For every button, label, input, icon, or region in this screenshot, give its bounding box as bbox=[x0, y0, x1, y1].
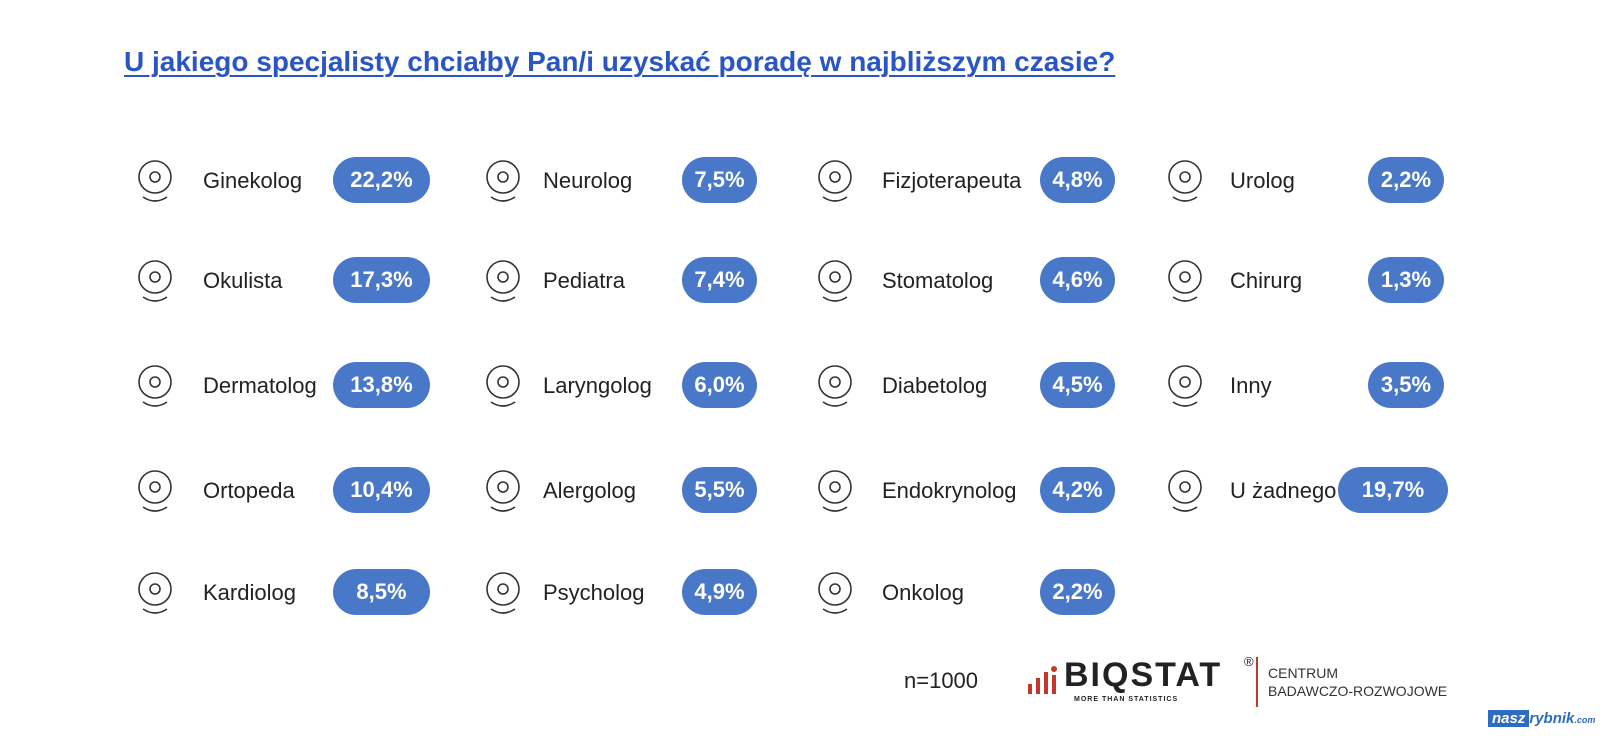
heart-pulse-icon bbox=[138, 572, 172, 614]
surgeon-icon bbox=[1168, 260, 1202, 302]
hand-skin-icon bbox=[138, 365, 172, 407]
centrum-label: CENTRUM BADAWCZO-ROZWOJOWE bbox=[1268, 664, 1447, 700]
category-label: Urolog bbox=[1230, 168, 1295, 193]
percentage-badge: 19,7% bbox=[1338, 467, 1448, 513]
category-label: Chirurg bbox=[1230, 268, 1303, 293]
category-label: Laryngolog bbox=[543, 373, 652, 398]
category-label: Ortopeda bbox=[203, 478, 295, 503]
watermark-part-1: nasz bbox=[1488, 710, 1530, 727]
category-label: U żadnego bbox=[1230, 478, 1337, 503]
medical-cross-hand-icon bbox=[1168, 365, 1202, 407]
category-label: Pediatra bbox=[543, 268, 625, 293]
percentage-badge: 4,2% bbox=[1040, 467, 1115, 513]
result-item: Laryngolog 6,0% bbox=[473, 362, 813, 410]
eye-test-glasses-icon bbox=[138, 260, 172, 302]
result-item: Urolog 2,2% bbox=[1155, 157, 1495, 205]
result-item: Neurolog 7,5% bbox=[473, 157, 813, 205]
category-label: Endokrynolog bbox=[882, 478, 1017, 503]
centrum-line-1: CENTRUM bbox=[1268, 665, 1338, 681]
kidney-bladder-icon bbox=[1168, 160, 1202, 202]
result-item: Kardiolog 8,5% bbox=[125, 569, 465, 617]
bars-logo-icon bbox=[1028, 666, 1057, 694]
percentage-badge: 7,4% bbox=[682, 257, 757, 303]
percentage-badge: 2,2% bbox=[1368, 157, 1444, 203]
category-label: Neurolog bbox=[543, 168, 633, 193]
result-item: Psycholog 4,9% bbox=[473, 569, 813, 617]
percentage-badge: 4,9% bbox=[682, 569, 757, 615]
result-item: Onkolog 2,2% bbox=[805, 569, 1145, 617]
result-item: Endokrynolog 4,2% bbox=[805, 467, 1145, 515]
biostat-logo: BIQSTAT ® MORE THAN STATISTICS bbox=[1026, 654, 1256, 706]
result-item: Chirurg 1,3% bbox=[1155, 257, 1495, 305]
category-label: Kardiolog bbox=[203, 580, 296, 605]
result-item: Alergolog 5,5% bbox=[473, 467, 813, 515]
result-item: Stomatolog 4,6% bbox=[805, 257, 1145, 305]
percentage-badge: 13,8% bbox=[333, 362, 430, 408]
result-item: U żadnego 19,7% bbox=[1155, 467, 1495, 515]
uterus-icon bbox=[138, 160, 172, 202]
page-title: U jakiego specjalisty chciałby Pan/i uzy… bbox=[124, 46, 1116, 77]
category-label: Onkolog bbox=[882, 580, 964, 605]
percentage-badge: 6,0% bbox=[682, 362, 757, 408]
category-label: Fizjoterapeuta bbox=[882, 168, 1022, 193]
massage-table-icon bbox=[818, 160, 852, 202]
category-label: Psycholog bbox=[543, 580, 645, 605]
glucose-hand-icon bbox=[818, 365, 852, 407]
centrum-line-2: BADAWCZO-ROZWOJOWE bbox=[1268, 683, 1448, 699]
result-item: Ortopeda 10,4% bbox=[125, 467, 465, 515]
category-label: Inny bbox=[1230, 373, 1272, 398]
watermark: nasz rybnik.com bbox=[1488, 710, 1595, 727]
category-label: Ginekolog bbox=[203, 168, 303, 193]
brain-icon bbox=[486, 160, 520, 202]
result-item: Diabetolog 4,5% bbox=[805, 362, 1145, 410]
percentage-badge: 2,2% bbox=[1040, 569, 1115, 615]
tooth-mirror-icon bbox=[818, 260, 852, 302]
registered-mark: ® bbox=[1244, 654, 1254, 669]
allergen-icon bbox=[486, 470, 520, 512]
bandage-icon bbox=[1168, 470, 1202, 512]
category-label: Dermatolog bbox=[203, 373, 317, 398]
result-item: Dermatolog 13,8% bbox=[125, 362, 465, 410]
percentage-badge: 22,2% bbox=[333, 157, 430, 203]
result-item: Ginekolog 22,2% bbox=[125, 157, 465, 205]
knee-joint-icon bbox=[138, 470, 172, 512]
percentage-badge: 4,6% bbox=[1040, 257, 1115, 303]
category-label: Alergolog bbox=[543, 478, 636, 503]
thyroid-profile-icon bbox=[818, 470, 852, 512]
result-item: Okulista 17,3% bbox=[125, 257, 465, 305]
percentage-badge: 10,4% bbox=[333, 467, 430, 513]
percentage-badge: 8,5% bbox=[333, 569, 430, 615]
result-item: Inny 3,5% bbox=[1155, 362, 1495, 410]
brand-name: BIQSTAT bbox=[1064, 656, 1223, 694]
percentage-badge: 5,5% bbox=[682, 467, 757, 513]
head-mind-icon bbox=[486, 572, 520, 614]
percentage-badge: 7,5% bbox=[682, 157, 757, 203]
brand-tagline: MORE THAN STATISTICS bbox=[1074, 696, 1179, 703]
category-label: Diabetolog bbox=[882, 373, 988, 398]
percentage-badge: 3,5% bbox=[1368, 362, 1444, 408]
result-item: Pediatra 7,4% bbox=[473, 257, 813, 305]
throat-profile-icon bbox=[486, 365, 520, 407]
teddy-bear-stethoscope-icon bbox=[486, 260, 520, 302]
percentage-badge: 17,3% bbox=[333, 257, 430, 303]
percentage-badge: 4,5% bbox=[1040, 362, 1115, 408]
result-item: Fizjoterapeuta 4,8% bbox=[805, 157, 1145, 205]
divider bbox=[1256, 657, 1258, 707]
percentage-badge: 4,8% bbox=[1040, 157, 1115, 203]
percentage-badge: 1,3% bbox=[1368, 257, 1444, 303]
sample-size: n=1000 bbox=[904, 668, 979, 693]
category-label: Stomatolog bbox=[882, 268, 994, 293]
category-label: Okulista bbox=[203, 268, 283, 293]
watermark-part-3: .com bbox=[1574, 715, 1596, 725]
watermark-part-2: rybnik bbox=[1529, 710, 1575, 727]
radiotherapy-machine-icon bbox=[818, 572, 852, 614]
